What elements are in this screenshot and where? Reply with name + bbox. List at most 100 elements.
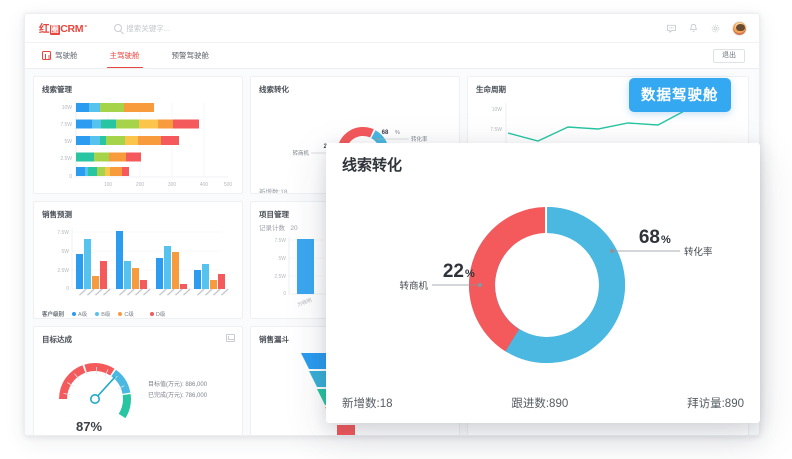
legend-title: 客户级别 bbox=[42, 312, 65, 318]
message-icon[interactable] bbox=[666, 23, 677, 34]
card-title: 线索转化 bbox=[259, 85, 289, 94]
modal-pct-left: 22 bbox=[443, 261, 464, 282]
card-title: 生命周期 bbox=[476, 85, 506, 94]
tab-label: 驾驶舱 bbox=[55, 51, 78, 60]
card-goal-achievement: 目标达成 bbox=[33, 326, 243, 435]
legend-item-c[interactable]: C级 bbox=[118, 310, 134, 318]
pct-right: 68 bbox=[382, 130, 389, 136]
svg-text:400: 400 bbox=[200, 182, 209, 188]
modal-pct-right-unit: % bbox=[661, 234, 671, 246]
bar-group bbox=[116, 231, 147, 289]
modal-label-left: 22 % 转商机 bbox=[399, 261, 483, 292]
donut-slice-opportunity bbox=[492, 207, 545, 249]
goal-completed-value: 786,000 bbox=[185, 393, 208, 399]
label-right: 转化率 bbox=[411, 135, 428, 143]
tab-bar: 驾驶舱 主驾驶舱 预警驾驶舱 退出 bbox=[25, 43, 759, 69]
y-tick-labels: 7.5W 5W 2.5W 0 bbox=[274, 238, 286, 297]
modal-pct-left-unit: % bbox=[465, 268, 475, 280]
svg-text:2.5W: 2.5W bbox=[274, 274, 286, 280]
record-count-value: 20 bbox=[290, 225, 298, 232]
legend-item-b[interactable]: B级 bbox=[95, 310, 110, 318]
goal-gauge: 87% bbox=[58, 363, 131, 434]
svg-text:0: 0 bbox=[66, 286, 69, 292]
modal-label-left-text: 转商机 bbox=[399, 280, 428, 292]
search-input[interactable] bbox=[126, 23, 247, 33]
modal-lead-conversion: 线索转化 68 % 转化率 22 % 转商机 新增数:18 跟进数:890 拜访… bbox=[326, 143, 760, 423]
modal-pct-right: 68 bbox=[639, 227, 660, 248]
svg-text:200: 200 bbox=[136, 182, 145, 188]
svg-text:300: 300 bbox=[168, 182, 177, 188]
app-header: 红圈 CRM ⚬ bbox=[25, 14, 759, 43]
goal-completed-label: 已完成(万元): bbox=[148, 393, 184, 399]
record-count-label: 记录计数 bbox=[259, 225, 285, 232]
bell-icon[interactable] bbox=[688, 23, 699, 34]
donut-slice-opportunity-2 bbox=[469, 229, 511, 285]
bar-row bbox=[76, 167, 129, 176]
svg-text:0: 0 bbox=[283, 291, 286, 297]
legend-label: A级 bbox=[78, 312, 88, 318]
logo-cn-2: 圈 bbox=[49, 24, 60, 35]
search-icon bbox=[114, 24, 123, 32]
bar-group bbox=[156, 246, 187, 289]
x-tick-labels: 100 200 300 400 500 bbox=[104, 182, 233, 188]
sales-forecast-legend: 客户级别 A级 B级 C级 D级 bbox=[42, 310, 234, 318]
y-tick-labels: 10W 7.5W 5W 2.5W 0 bbox=[60, 105, 72, 180]
badge-callout-data-cockpit: 数据驾驶舱 bbox=[629, 78, 731, 112]
svg-text:10W: 10W bbox=[62, 105, 73, 111]
donut-label-right: 68 % 转化率 bbox=[376, 130, 428, 143]
legend-label: B级 bbox=[101, 312, 111, 318]
modal-donut-chart: 68 % 转化率 22 % 转商机 bbox=[399, 206, 713, 364]
legend-dot bbox=[118, 312, 123, 316]
header-actions bbox=[666, 20, 747, 36]
tab-main-cockpit[interactable]: 主驾驶舱 bbox=[106, 43, 143, 68]
bar-group bbox=[76, 239, 107, 289]
svg-text:方晓明: 方晓明 bbox=[296, 297, 313, 309]
modal-label-right: 68 % 转化率 bbox=[609, 227, 713, 258]
logo-registered-icon: ⚬ bbox=[83, 23, 89, 30]
chart-icon[interactable] bbox=[226, 334, 235, 342]
legend-dot bbox=[95, 312, 100, 316]
y-tick-labels: 7.5W 5W 2.5W 0 bbox=[57, 230, 69, 292]
tab-cockpit[interactable]: 驾驶舱 bbox=[39, 43, 81, 68]
app-logo: 红圈 CRM ⚬ bbox=[39, 21, 88, 36]
pct-right-unit: % bbox=[395, 130, 400, 136]
donut-slice-conversion-rate-main bbox=[505, 207, 625, 364]
card-title: 线索管理 bbox=[42, 85, 72, 94]
card-sales-forecast: 销售预测 7.5W 5W 2.5W 0 bbox=[33, 201, 243, 319]
bar-group bbox=[194, 264, 225, 289]
avatar[interactable] bbox=[732, 20, 747, 36]
legend-dot bbox=[149, 312, 154, 316]
card-title: 销售漏斗 bbox=[259, 335, 289, 344]
svg-text:5W: 5W bbox=[65, 139, 73, 145]
bar-row bbox=[76, 119, 199, 129]
y-tick: 10W bbox=[492, 107, 503, 113]
gear-icon[interactable] bbox=[710, 23, 721, 34]
goal-target-value: 886,000 bbox=[185, 382, 208, 388]
card-lead-management: 线索管理 10W 7.5W 5W 2.5W 0 bbox=[33, 76, 243, 194]
gauge-hub bbox=[90, 394, 100, 404]
dashboard-icon bbox=[42, 51, 51, 60]
bar-row bbox=[76, 152, 141, 162]
modal-label-right-text: 转化率 bbox=[684, 246, 713, 258]
label-left: 转商机 bbox=[292, 149, 309, 157]
bar-row bbox=[76, 136, 179, 145]
donut-slice-opportunity-3 bbox=[468, 285, 520, 352]
goal-target-label: 目标值(万元): bbox=[148, 382, 184, 388]
legend-label: C级 bbox=[124, 312, 134, 318]
logo-cn-1: 红 bbox=[39, 22, 50, 35]
search-box[interactable] bbox=[114, 23, 247, 33]
gauge-percent: 87% bbox=[76, 419, 102, 434]
tab-alert-cockpit[interactable]: 预警驾驶舱 bbox=[169, 43, 213, 68]
card-title: 销售预测 bbox=[42, 210, 72, 219]
x-tick-labels bbox=[79, 288, 229, 296]
legend-item-a[interactable]: A级 bbox=[72, 310, 87, 318]
goal-stats: 目标值(万元): 886,000 已完成(万元): 786,000 bbox=[148, 380, 207, 402]
bar-row bbox=[76, 103, 154, 112]
svg-text:500: 500 bbox=[224, 182, 233, 188]
card-footer-stat: 新增数:18 bbox=[259, 189, 288, 194]
svg-text:7.5W: 7.5W bbox=[57, 230, 69, 236]
legend-item-d[interactable]: D级 bbox=[149, 310, 165, 318]
sales-forecast-bar-chart: 7.5W 5W 2.5W 0 bbox=[57, 228, 229, 296]
logout-button[interactable]: 退出 bbox=[713, 48, 745, 63]
goal-row-target: 目标值(万元): 886,000 bbox=[148, 380, 207, 391]
